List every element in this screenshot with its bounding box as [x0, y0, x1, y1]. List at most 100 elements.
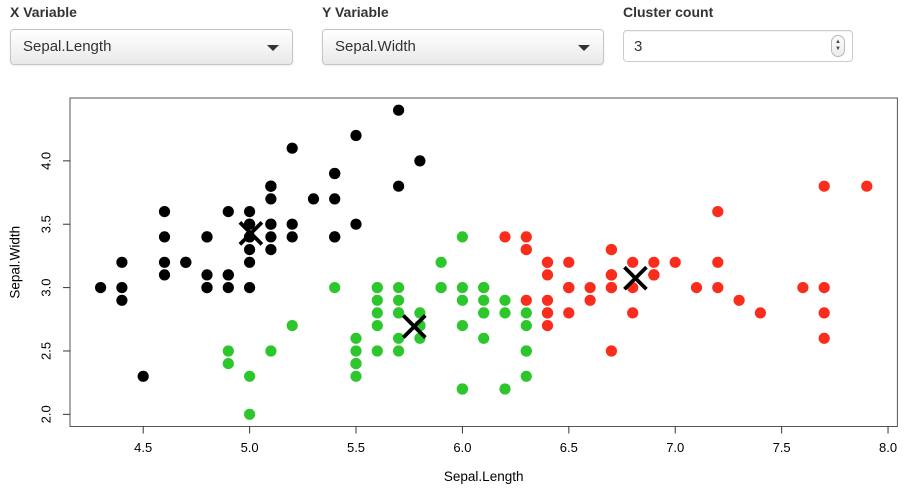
data-point-cluster-1-black: [244, 282, 256, 294]
data-point-cluster-2-green: [520, 345, 532, 357]
data-point-cluster-3-red: [520, 294, 532, 306]
y-variable-control: Y Variable Sepal.Width: [317, 0, 604, 78]
data-point-cluster-2-green: [286, 320, 298, 332]
data-point-cluster-2-green: [478, 332, 490, 344]
data-point-cluster-3-red: [733, 294, 745, 306]
x-axis-title: Sepal.Length: [444, 469, 524, 484]
data-point-cluster-2-green: [456, 282, 468, 294]
y-axis-title: Sepal.Width: [8, 226, 23, 299]
x-tick-label: 6.0: [453, 440, 471, 455]
data-point-cluster-1-black: [201, 282, 213, 294]
x-variable-label: X Variable: [10, 4, 77, 20]
data-point-cluster-2-green: [371, 320, 383, 332]
data-point-cluster-2-green: [371, 294, 383, 306]
data-point-cluster-1-black: [265, 218, 277, 230]
data-point-cluster-2-green: [478, 282, 490, 294]
data-point-cluster-1-black: [116, 256, 128, 268]
data-point-cluster-1-black: [244, 256, 256, 268]
x-tick-label: 5.0: [241, 440, 259, 455]
data-point-cluster-1-black: [222, 269, 234, 281]
data-point-cluster-3-red: [818, 282, 830, 294]
cluster-count-input[interactable]: [624, 31, 852, 61]
data-point-cluster-3-red: [712, 282, 724, 294]
data-point-cluster-1-black: [116, 282, 128, 294]
y-tick-label: 3.5: [39, 215, 54, 233]
data-point-cluster-1-black: [180, 256, 192, 268]
x-tick-label: 7.0: [666, 440, 684, 455]
x-tick-label: 6.5: [560, 440, 578, 455]
data-point-cluster-1-black: [244, 206, 256, 218]
data-point-cluster-1-black: [158, 256, 171, 268]
data-point-cluster-1-black: [116, 294, 128, 306]
data-point-cluster-3-red: [605, 269, 618, 281]
data-point-cluster-2-green: [350, 358, 362, 370]
data-point-cluster-3-red: [669, 256, 681, 268]
data-point-cluster-1-black: [286, 231, 298, 243]
data-point-cluster-3-red: [605, 282, 618, 294]
data-point-cluster-3-red: [861, 180, 873, 192]
data-point-cluster-2-green: [499, 307, 511, 319]
data-point-cluster-1-black: [393, 180, 405, 192]
chevron-down-icon: [267, 45, 279, 51]
data-point-cluster-2-green: [371, 307, 383, 319]
data-point-cluster-1-black: [95, 282, 107, 294]
data-point-cluster-3-red: [541, 320, 554, 332]
cluster-count-control: Cluster count ▲ ▼: [623, 0, 853, 78]
y-variable-selected-value: Sepal.Width: [335, 38, 416, 55]
data-point-cluster-2-green: [371, 282, 383, 294]
data-point-cluster-1-black: [265, 193, 277, 205]
data-point-cluster-3-red: [627, 256, 639, 268]
data-point-cluster-3-red: [605, 345, 618, 357]
data-point-cluster-2-green: [435, 282, 447, 294]
x-tick-label: 5.5: [347, 440, 365, 455]
data-point-cluster-3-red: [520, 244, 532, 256]
data-point-cluster-2-green: [499, 383, 511, 395]
x-variable-select[interactable]: Sepal.Length: [10, 29, 293, 65]
data-point-cluster-3-red: [541, 269, 554, 281]
x-tick-label: 4.5: [134, 440, 152, 455]
data-point-cluster-3-red: [541, 256, 554, 268]
data-point-cluster-3-red: [563, 282, 575, 294]
data-point-cluster-2-green: [499, 294, 511, 306]
data-point-cluster-1-black: [201, 269, 213, 281]
cluster-count-box: ▲ ▼: [623, 30, 853, 62]
data-point-cluster-2-green: [244, 370, 256, 382]
data-point-cluster-1-black: [329, 167, 341, 180]
data-point-cluster-1-black: [137, 370, 149, 382]
data-point-cluster-3-red: [584, 282, 596, 294]
data-point-cluster-3-red: [627, 307, 639, 319]
data-point-cluster-1-black: [350, 218, 362, 230]
data-point-cluster-2-green: [456, 231, 468, 243]
data-point-cluster-3-red: [499, 231, 511, 243]
data-point-cluster-2-green: [456, 383, 468, 395]
data-point-cluster-3-red: [818, 307, 830, 319]
y-variable-select[interactable]: Sepal.Width: [322, 29, 604, 65]
stepper-down-icon[interactable]: ▼: [835, 46, 841, 52]
data-point-cluster-2-green: [393, 282, 405, 294]
data-point-cluster-2-green: [222, 345, 234, 357]
chevron-down-icon: [578, 45, 590, 51]
data-point-cluster-3-red: [690, 282, 703, 294]
y-tick-label: 3.0: [39, 279, 54, 297]
stepper-up-icon[interactable]: ▲: [835, 39, 841, 45]
x-variable-selected-value: Sepal.Length: [23, 38, 112, 55]
data-point-cluster-3-red: [648, 256, 660, 268]
data-point-cluster-2-green: [393, 294, 405, 306]
x-tick-label: 8.0: [879, 440, 897, 455]
number-stepper[interactable]: ▲ ▼: [831, 35, 845, 57]
data-point-cluster-2-green: [222, 358, 234, 370]
data-point-cluster-2-green: [371, 345, 383, 357]
data-point-cluster-1-black: [329, 193, 341, 205]
cluster-center-marker: [238, 221, 264, 246]
data-point-cluster-2-green: [435, 256, 447, 268]
data-point-cluster-3-red: [797, 282, 809, 294]
data-point-cluster-3-red: [754, 307, 767, 319]
data-point-cluster-3-red: [818, 180, 830, 192]
y-variable-label: Y Variable: [322, 4, 389, 20]
data-point-cluster-2-green: [244, 408, 256, 420]
data-point-cluster-3-red: [712, 206, 724, 218]
cluster-center-marker: [623, 265, 648, 291]
